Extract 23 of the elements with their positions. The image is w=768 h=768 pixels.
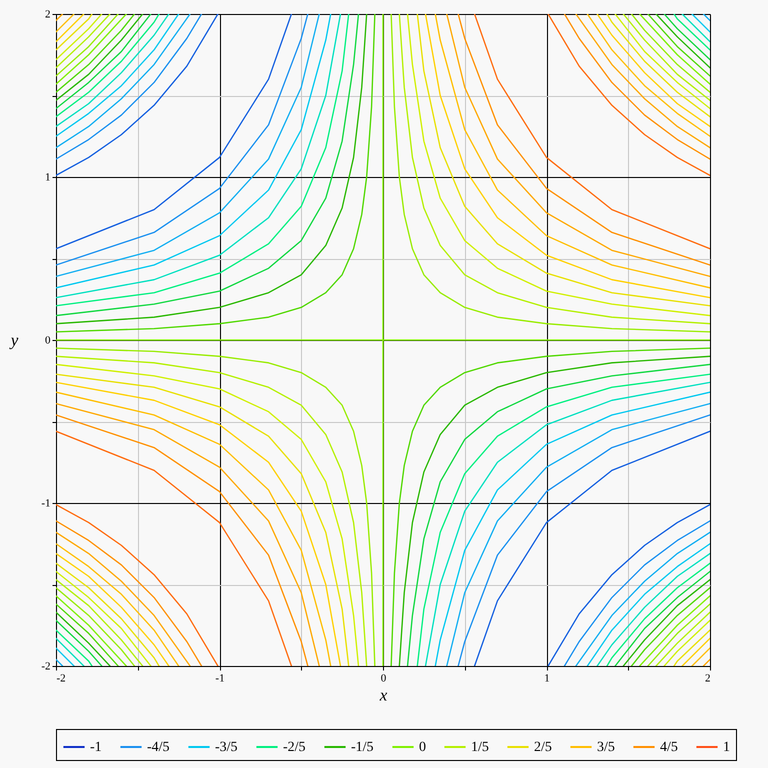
y-tick-label: -1 <box>41 498 50 510</box>
x-tick-label: 2 <box>705 672 710 684</box>
legend-label: 1/5 <box>471 740 489 755</box>
legend-label: 2/5 <box>534 740 552 755</box>
y-axis-title: y <box>8 330 19 350</box>
x-tick-label: 1 <box>544 672 550 684</box>
legend-label: 1 <box>723 740 730 755</box>
x-axis-title: x <box>378 686 388 704</box>
legend-label: 3/5 <box>597 740 615 755</box>
y-tick-label: 0 <box>45 334 51 346</box>
legend-label: 0 <box>419 740 426 755</box>
y-tick-label: 1 <box>45 172 50 184</box>
legend-label: -1/5 <box>351 740 374 755</box>
legend-label: 4/5 <box>660 740 678 755</box>
legend-label: -1 <box>90 740 102 755</box>
y-tick-label: 2 <box>45 8 50 20</box>
legend-label: -3/5 <box>215 740 238 755</box>
y-tick-label: -2 <box>41 660 50 672</box>
x-tick-label: 0 <box>380 672 387 684</box>
legend-label: -4/5 <box>147 740 170 755</box>
x-tick-label: -1 <box>215 672 225 684</box>
legend-label: -2/5 <box>283 740 306 755</box>
x-tick-label: -2 <box>56 672 66 684</box>
